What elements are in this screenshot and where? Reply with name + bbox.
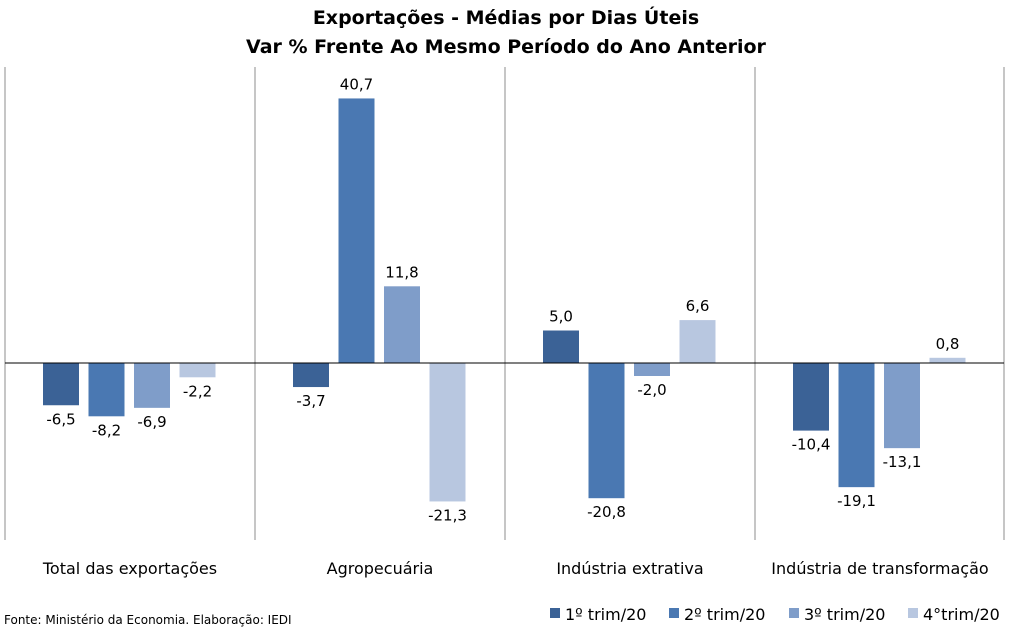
category-label-3: Indústria extrativa: [556, 559, 703, 578]
bar-2-2: [338, 98, 375, 363]
data-label-2-3: -20,8: [587, 503, 626, 521]
legend-label-2: 2º trim/20: [684, 605, 765, 624]
category-label-2: Agropecuária: [327, 559, 434, 578]
data-label-2-2: 40,7: [340, 75, 373, 93]
bar-1-2: [293, 363, 329, 388]
bar-2-3: [588, 363, 625, 499]
data-label-3-3: -2,0: [637, 381, 666, 399]
legend-label-1: 1º trim/20: [565, 605, 646, 624]
bar-4-2: [429, 363, 466, 502]
legend-swatch-2: [669, 608, 679, 618]
data-label-4-1: -2,2: [183, 382, 212, 400]
legend-swatch-4: [908, 608, 918, 618]
bar-4-3: [679, 320, 716, 363]
legend-label-3: 3º trim/20: [804, 605, 885, 624]
data-label-1-3: 5,0: [549, 308, 573, 326]
bar-1-1: [43, 363, 79, 406]
data-label-4-3: 6,6: [686, 297, 710, 315]
data-label-3-2: 11,8: [385, 263, 418, 281]
data-label-2-4: -19,1: [837, 492, 876, 510]
chart-subtitle: Var % Frente Ao Mesmo Período do Ano Ant…: [246, 36, 767, 58]
legend-swatch-3: [789, 608, 799, 618]
data-label-4-2: -21,3: [428, 506, 467, 524]
bar-3-3: [634, 363, 670, 376]
bar-1-4: [793, 363, 829, 431]
bar-1-3: [543, 330, 579, 363]
data-label-1-1: -6,5: [46, 410, 75, 428]
plot-area: -6,5 -8,2 -6,9 -2,2 -3,7 40,7 11,8 -21,3 5,0 -20,…: [4, 67, 1005, 578]
legend-label-4: 4°trim/20: [923, 605, 1000, 624]
data-label-1-4: -10,4: [792, 436, 831, 454]
chart-title: Exportações - Médias por Dias Úteis: [313, 5, 699, 29]
bar-2-1: [88, 363, 125, 417]
data-label-3-4: -13,1: [883, 453, 922, 471]
legend: 1º trim/20 2º trim/20 3º trim/20 4°trim/20: [550, 605, 1000, 624]
bar-3-4: [884, 363, 920, 449]
bar-3-2: [384, 286, 420, 363]
data-label-1-2: -3,7: [296, 392, 325, 410]
bar-4-1: [179, 363, 216, 378]
bar-2-4: [838, 363, 875, 488]
data-label-3-1: -6,9: [137, 413, 166, 431]
bar-3-1: [134, 363, 170, 408]
source-note: Fonte: Ministério da Economia. Elaboraçã…: [4, 613, 292, 627]
data-label-2-1: -8,2: [92, 421, 121, 439]
category-label-1: Total das exportações: [42, 559, 217, 578]
bar-4-4: [929, 357, 966, 363]
legend-swatch-1: [550, 608, 560, 618]
category-label-4: Indústria de transformação: [771, 559, 988, 578]
data-label-4-4: 0,8: [936, 335, 960, 353]
